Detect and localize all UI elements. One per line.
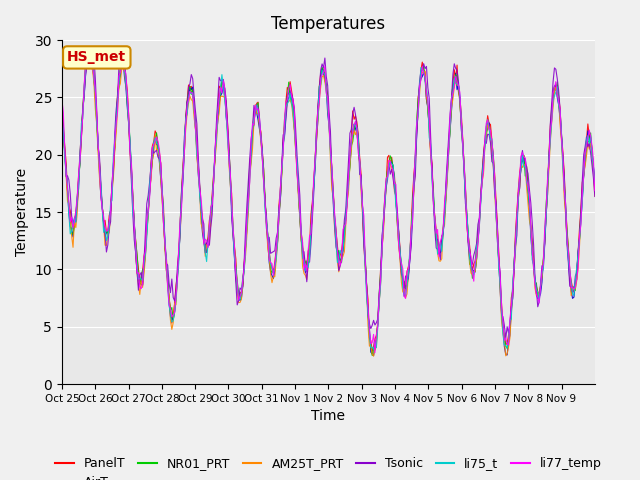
Y-axis label: Temperature: Temperature bbox=[15, 168, 29, 256]
Text: HS_met: HS_met bbox=[67, 50, 126, 64]
Legend: PanelT, AirT, NR01_PRT, AM25T_PRT, Tsonic, li75_t, li77_temp: PanelT, AirT, NR01_PRT, AM25T_PRT, Tsoni… bbox=[50, 452, 607, 480]
X-axis label: Time: Time bbox=[311, 409, 346, 423]
Title: Temperatures: Temperatures bbox=[271, 15, 385, 33]
